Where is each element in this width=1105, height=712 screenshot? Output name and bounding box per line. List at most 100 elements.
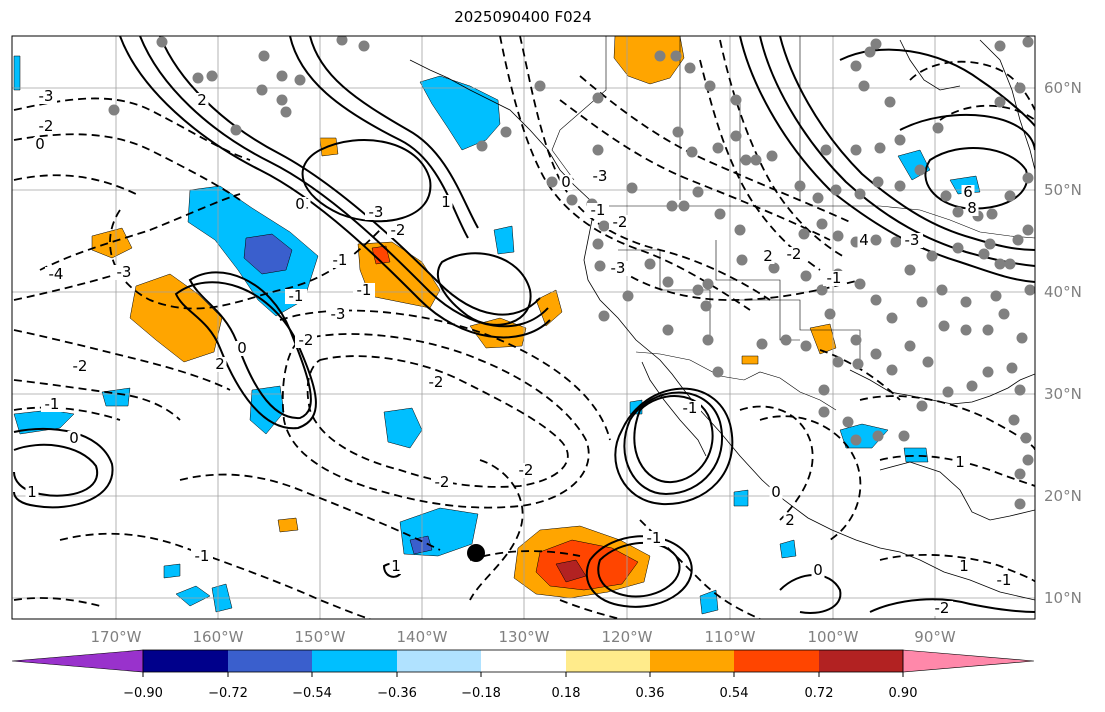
- contour-label-bg: [293, 197, 307, 212]
- station-dot: [534, 80, 546, 92]
- station-dot: [734, 224, 746, 236]
- station-dot: [832, 356, 844, 368]
- station-dot: [336, 36, 348, 46]
- coastline-yucatan: [879, 461, 1035, 521]
- station-dot: [966, 380, 978, 392]
- lat-label: 60°N: [1044, 79, 1082, 97]
- station-dot: [842, 416, 854, 428]
- station-dot: [886, 364, 898, 376]
- solid-contour-south: [597, 542, 681, 598]
- colorbar-cell: [397, 650, 481, 672]
- contour-label: 2: [197, 91, 207, 109]
- solid-contour-ring2: [436, 252, 532, 326]
- colorbar-left-arrow: [11, 649, 144, 673]
- contour-label-bg: [213, 357, 227, 372]
- station-dot: [1004, 190, 1016, 202]
- contour-label-bg: [329, 253, 351, 268]
- contour-label-bg: [235, 341, 249, 356]
- colorbar-cell: [650, 650, 734, 672]
- dashed-contour-14: [59, 532, 371, 619]
- station-dot: [736, 254, 748, 266]
- contour-label-bg: [643, 531, 665, 546]
- blue-shade-small3: [175, 585, 211, 607]
- contour-label-bg: [515, 463, 537, 478]
- dashed-contour-31: [939, 104, 1035, 121]
- station-dot: [872, 430, 884, 442]
- longitude-labels: 170°W 160°W 150°W 140°W 130°W 120°W 110°W 100°W…: [91, 628, 956, 646]
- station-dot: [276, 94, 288, 106]
- lon-label: 110°W: [705, 628, 756, 646]
- dashed-contour-2: [13, 133, 241, 201]
- contour-label: -1: [997, 571, 1012, 589]
- station-dot: [598, 220, 610, 232]
- station-dot: [850, 434, 862, 446]
- contour-label: -1: [647, 529, 662, 547]
- solid-contour-swirl1: [188, 271, 312, 420]
- contour-label-bg: [823, 271, 845, 286]
- station-dot: [800, 340, 812, 352]
- station-dot: [156, 36, 168, 48]
- lon-label: 150°W: [295, 628, 346, 646]
- station-dot: [692, 284, 704, 296]
- dashed-contour-23: [719, 39, 847, 259]
- orange-shade-small3: [741, 355, 759, 365]
- contour-label-bg: [559, 175, 573, 190]
- colorbar-tick-label: −0.36: [377, 686, 417, 701]
- contour-label: 0: [813, 561, 823, 579]
- dashed-contour-16: [469, 459, 524, 601]
- station-dot: [830, 184, 842, 196]
- station-dot: [730, 130, 742, 142]
- station-dot: [922, 356, 934, 368]
- station-dot: [1014, 384, 1026, 396]
- station-dot: [740, 154, 752, 166]
- contour-label-bg: [327, 307, 349, 322]
- contour-label: 2: [215, 355, 225, 373]
- station-dot: [1006, 362, 1018, 374]
- station-dot: [926, 250, 938, 262]
- station-dot: [768, 262, 780, 274]
- dashed-contour-30: [909, 60, 1035, 111]
- station-dot: [1016, 332, 1028, 344]
- dashed-contour-10: [306, 355, 569, 488]
- station-dot: [816, 284, 828, 296]
- dashed-contour-3: [13, 174, 141, 197]
- navy-shade-gulf: [243, 233, 293, 275]
- station-dot: [794, 180, 806, 192]
- lon-label: 140°W: [397, 628, 448, 646]
- station-dot: [592, 92, 604, 104]
- station-dot: [358, 40, 370, 52]
- station-dot: [986, 208, 998, 220]
- solid-contours: [13, 36, 1035, 614]
- station-dot: [712, 142, 724, 154]
- lon-label: 170°W: [91, 628, 142, 646]
- contour-label-bg: [295, 333, 317, 348]
- station-dot: [994, 96, 1006, 108]
- colorbar-tick-label: 0.90: [889, 686, 918, 701]
- station-dot: [1014, 82, 1026, 94]
- station-dot: [1022, 36, 1034, 48]
- contour-label-bg: [931, 601, 953, 616]
- solid-contour-ring-ne2: [899, 113, 1035, 151]
- orange-shade-west: [129, 273, 223, 363]
- contour-label-bg: [387, 223, 409, 238]
- lon-label: 100°W: [808, 628, 859, 646]
- station-dots: [108, 36, 1035, 510]
- contour-label-bg: [607, 261, 629, 276]
- contour-label: 2: [763, 247, 773, 265]
- station-dot: [280, 106, 292, 118]
- lat-label: 50°N: [1044, 181, 1082, 199]
- contour-label: -2: [73, 357, 88, 375]
- station-dot: [854, 278, 866, 290]
- station-dot: [818, 406, 830, 418]
- colorbar: −0.90 −0.72 −0.54 −0.36 −0.18 0.18 0.36 0.54 0.7…: [11, 649, 1035, 701]
- station-dot: [978, 248, 990, 260]
- dashed-contour-28: [879, 553, 1035, 583]
- colorbar-cells: [143, 650, 903, 672]
- station-dot: [952, 242, 964, 254]
- lon-label: 130°W: [499, 628, 550, 646]
- latitude-labels: 60°N 50°N 40°N 30°N 20°N 10°N: [1044, 79, 1082, 607]
- station-dot: [780, 334, 792, 346]
- contour-label-bg: [993, 573, 1015, 588]
- contour-label: 0: [771, 483, 781, 501]
- dashed-contour-4: [39, 193, 241, 271]
